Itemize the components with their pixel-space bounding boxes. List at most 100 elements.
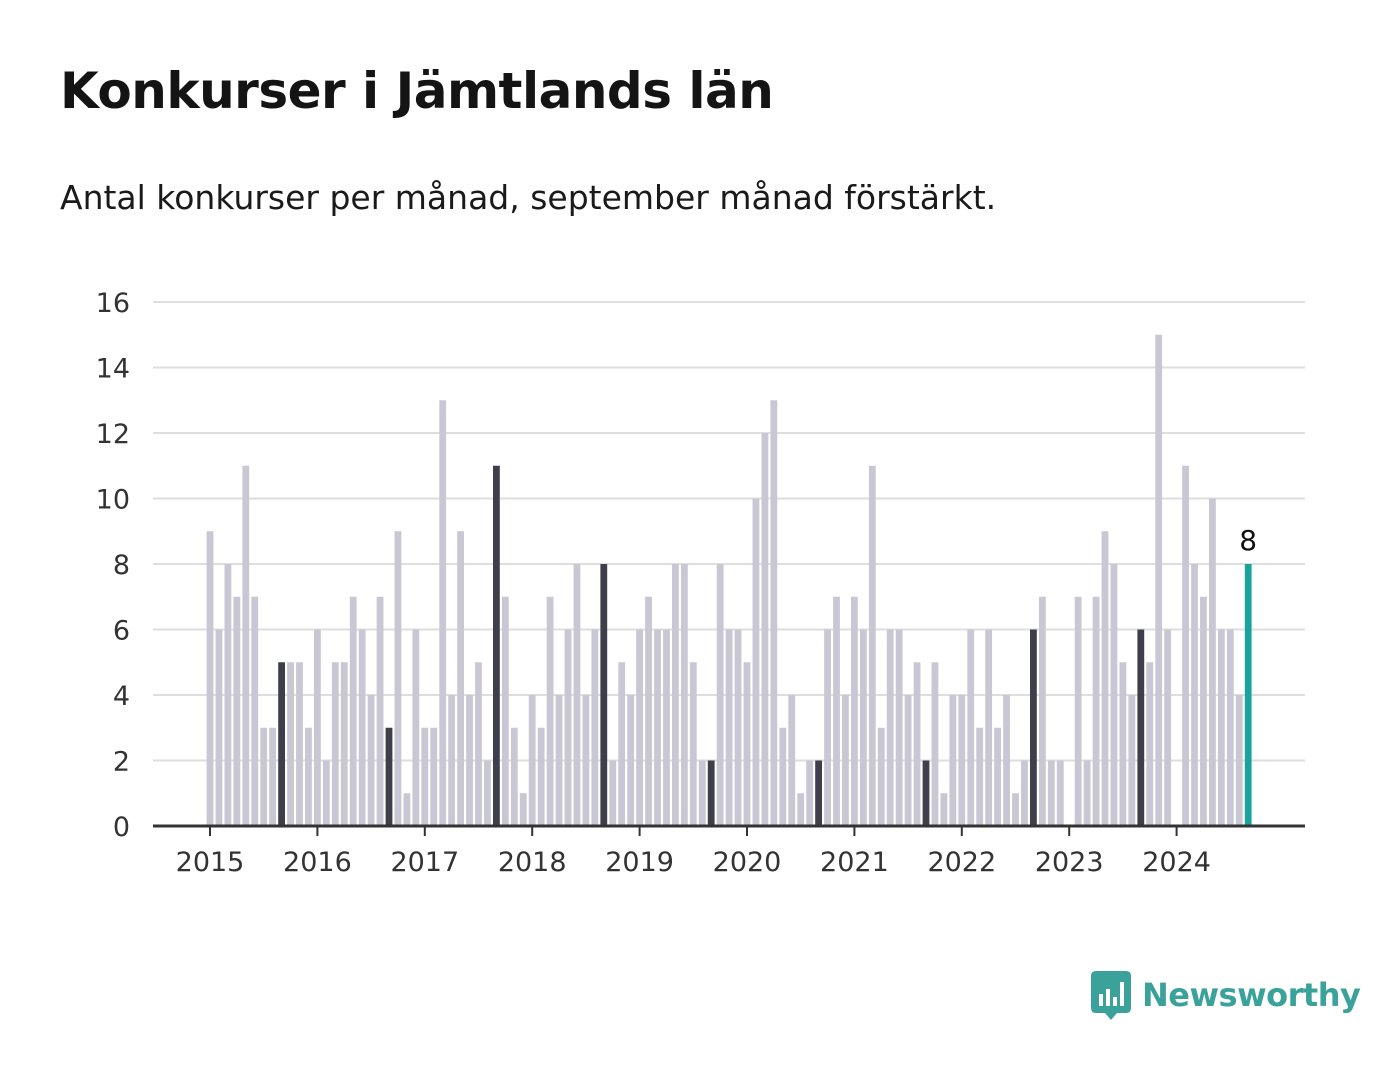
- bar: [537, 727, 545, 826]
- bar: [1030, 629, 1037, 826]
- bar: [1128, 695, 1136, 826]
- bar: [206, 531, 214, 826]
- bar: [689, 662, 697, 826]
- bar: [645, 596, 652, 826]
- bar: [1119, 662, 1127, 826]
- bar: [314, 629, 321, 826]
- bar: [654, 629, 661, 826]
- bar: [251, 596, 259, 826]
- bar: [994, 727, 1001, 826]
- bar: [1110, 564, 1118, 826]
- chart-title: Konkurser i Jämtlands län: [60, 62, 774, 120]
- bar: [1003, 695, 1010, 826]
- x-tick-label: 2024: [1142, 847, 1211, 878]
- bar: [448, 695, 456, 826]
- x-tick-label: 2023: [1035, 847, 1104, 878]
- x-tick-label: 2019: [605, 847, 674, 878]
- bar: [1012, 793, 1019, 826]
- bar: [761, 433, 769, 826]
- bar: [707, 760, 715, 826]
- bar: [385, 727, 393, 826]
- bar: [1092, 596, 1100, 826]
- bar: [1038, 596, 1046, 826]
- y-tick-label: 12: [96, 419, 130, 450]
- bar: [636, 629, 643, 826]
- bar: [1164, 629, 1172, 826]
- x-tick-label: 2016: [283, 847, 352, 878]
- bar: [305, 727, 312, 826]
- bar: [985, 629, 993, 826]
- bar: [582, 695, 590, 826]
- y-tick-label: 0: [113, 812, 130, 843]
- bar: [1191, 564, 1198, 826]
- bars: [206, 334, 1252, 826]
- bar: [618, 662, 626, 826]
- bar: [931, 662, 939, 826]
- bar: [224, 564, 232, 826]
- bar: [824, 629, 831, 826]
- bar: [528, 695, 536, 826]
- y-tick-label: 8: [113, 550, 130, 581]
- bar: [493, 465, 500, 826]
- bar: [868, 465, 876, 826]
- bar: [349, 596, 357, 826]
- bar: [627, 695, 635, 826]
- bar: [779, 727, 787, 826]
- bar: [663, 629, 670, 826]
- bar: [833, 596, 840, 826]
- x-tick-label: 2021: [820, 847, 889, 878]
- bar: [510, 727, 518, 826]
- bar: [1074, 596, 1082, 826]
- bar: [412, 629, 420, 826]
- bar: [895, 629, 903, 826]
- bar: [743, 662, 751, 826]
- x-tick-label: 2018: [498, 847, 567, 878]
- bar: [546, 596, 554, 826]
- bar: [1101, 531, 1109, 826]
- bar: [1137, 629, 1145, 826]
- bar: [260, 727, 268, 826]
- bar: [555, 695, 563, 826]
- newsworthy-logo[interactable]: Newsworthy: [1090, 970, 1361, 1020]
- bar: [501, 596, 509, 826]
- chart-bubble-icon: [1091, 971, 1131, 1020]
- bar: [922, 760, 930, 826]
- data-label: 8: [1239, 524, 1257, 557]
- bar: [475, 662, 482, 826]
- y-tick-label: 10: [96, 485, 130, 516]
- bar: [913, 662, 921, 826]
- bar: [466, 695, 473, 826]
- y-tick-label: 6: [113, 616, 130, 647]
- bar: [519, 793, 527, 826]
- x-tick-label: 2015: [176, 847, 245, 878]
- bar: [430, 727, 438, 826]
- chart-subtitle: Antal konkurser per månad, september mån…: [60, 178, 997, 217]
- x-tick-label: 2020: [713, 847, 782, 878]
- bar: [591, 629, 599, 826]
- bar: [1226, 629, 1234, 826]
- bar: [609, 760, 617, 826]
- bar: [886, 629, 894, 826]
- bar: [1244, 564, 1252, 826]
- bar: [797, 793, 805, 826]
- bar: [564, 629, 572, 826]
- bar: [215, 629, 223, 826]
- bar: [457, 531, 464, 826]
- bar: [242, 465, 250, 826]
- bar: [1209, 498, 1216, 826]
- bar: [331, 662, 339, 826]
- bar: [806, 760, 814, 826]
- bar: [877, 727, 885, 826]
- bar-chart: 0 2 4 6 8 10 12 14 16 8 2015 2016 2017 2018 2019 2020 20…: [96, 288, 1305, 878]
- bar: [394, 531, 402, 826]
- bar: [421, 727, 429, 826]
- x-tick-label: 2017: [390, 847, 459, 878]
- y-tick-label: 4: [113, 681, 130, 712]
- bar: [1021, 760, 1028, 826]
- bar: [752, 498, 760, 826]
- bar: [958, 695, 966, 826]
- brand-name: Newsworthy: [1142, 976, 1361, 1014]
- bar: [573, 564, 581, 826]
- bar: [1200, 596, 1207, 826]
- bar: [1235, 695, 1243, 826]
